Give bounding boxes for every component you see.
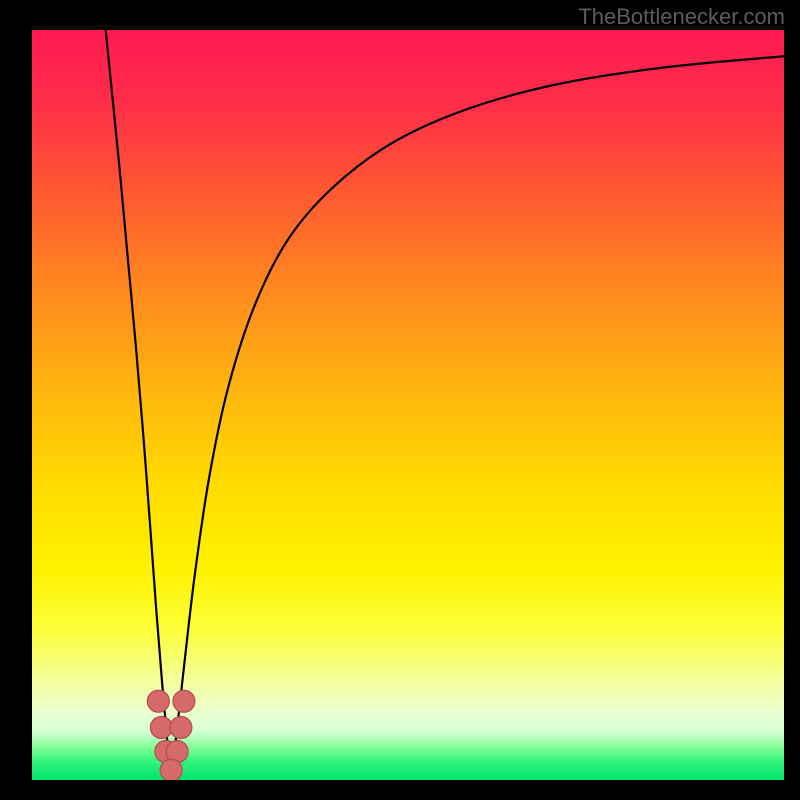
marker-dot [147, 690, 169, 712]
marker-dot [170, 717, 192, 739]
plot-area [32, 30, 784, 780]
watermark-text: TheBottlenecker.com [578, 4, 785, 30]
chart-svg [32, 30, 784, 780]
marker-dot [160, 759, 182, 780]
gradient-background [32, 30, 784, 780]
marker-dot [173, 690, 195, 712]
marker-dot [150, 717, 172, 739]
